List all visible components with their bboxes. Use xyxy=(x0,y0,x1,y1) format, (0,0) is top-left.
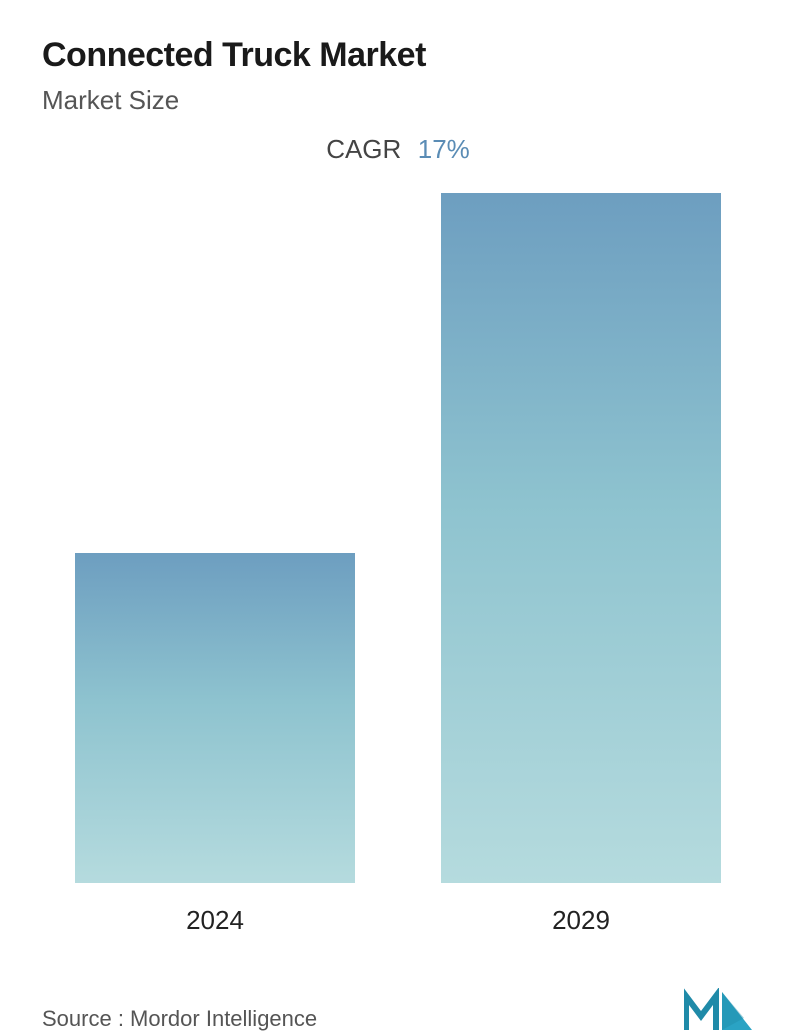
cagr-row: CAGR 17% xyxy=(42,134,754,165)
subtitle: Market Size xyxy=(42,85,754,116)
bar-chart: 2024 2029 xyxy=(42,193,754,936)
bar-1 xyxy=(441,193,721,883)
bar-group-0: 2024 xyxy=(75,553,355,936)
bar-label-1: 2029 xyxy=(552,905,610,936)
cagr-value: 17% xyxy=(418,134,470,164)
bar-group-1: 2029 xyxy=(441,193,721,936)
source-text: Source : Mordor Intelligence xyxy=(42,1006,317,1032)
mordor-logo-icon xyxy=(684,988,754,1032)
bar-label-0: 2024 xyxy=(186,905,244,936)
footer: Source : Mordor Intelligence xyxy=(42,970,754,1032)
brand-logo xyxy=(684,988,754,1032)
cagr-label: CAGR xyxy=(326,134,401,164)
page-title: Connected Truck Market xyxy=(42,36,754,75)
bar-0 xyxy=(75,553,355,883)
